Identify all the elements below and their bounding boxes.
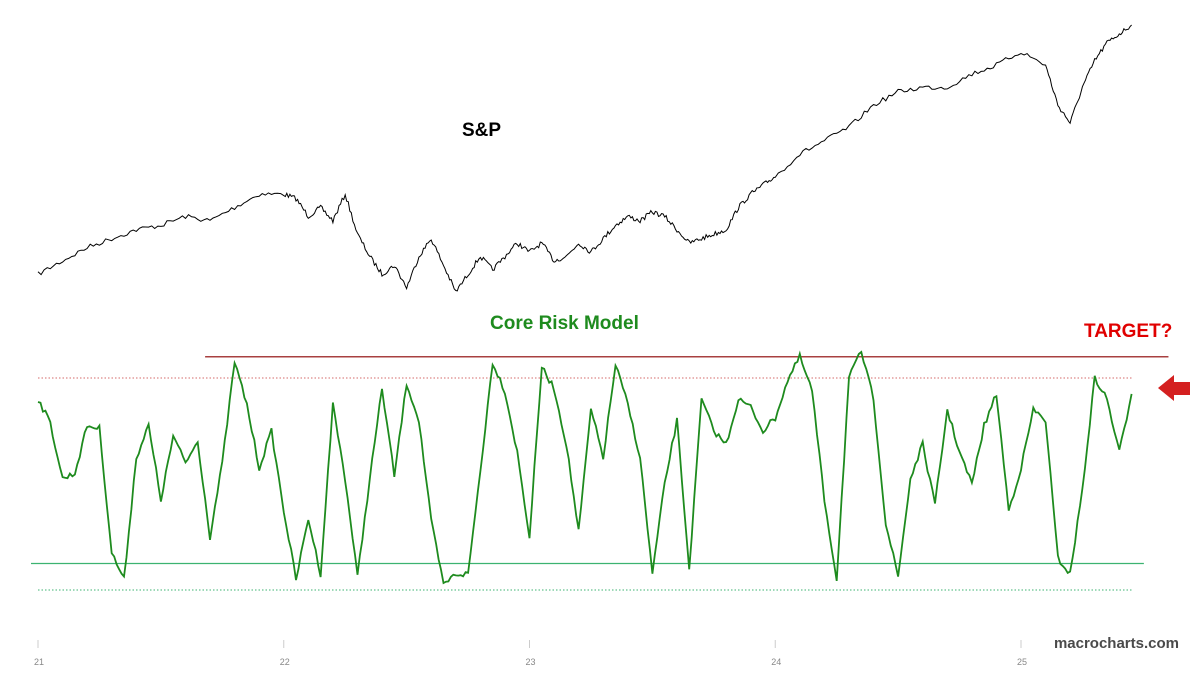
watermark: macrocharts.com: [1054, 635, 1179, 652]
sp-title: S&P: [462, 120, 501, 141]
left-arrow-icon: [1158, 375, 1190, 401]
reference-lines: [31, 356, 1169, 591]
core-risk-model-title: Core Risk Model: [490, 313, 639, 334]
x-tick-label: 24: [771, 657, 781, 667]
x-tick-label: 23: [525, 657, 535, 667]
target-annotation: TARGET?: [1084, 321, 1172, 342]
x-tick-label: 25: [1017, 657, 1027, 667]
sp-line: [37, 24, 1132, 292]
sp-series: [37, 24, 1132, 292]
x-tick-label: 22: [280, 657, 290, 667]
x-axis: 21 22 23 24 25: [34, 640, 1027, 667]
core-risk-model-series: [37, 350, 1133, 585]
core-risk-model-line: [37, 350, 1133, 585]
x-tick-label: 21: [34, 657, 44, 667]
